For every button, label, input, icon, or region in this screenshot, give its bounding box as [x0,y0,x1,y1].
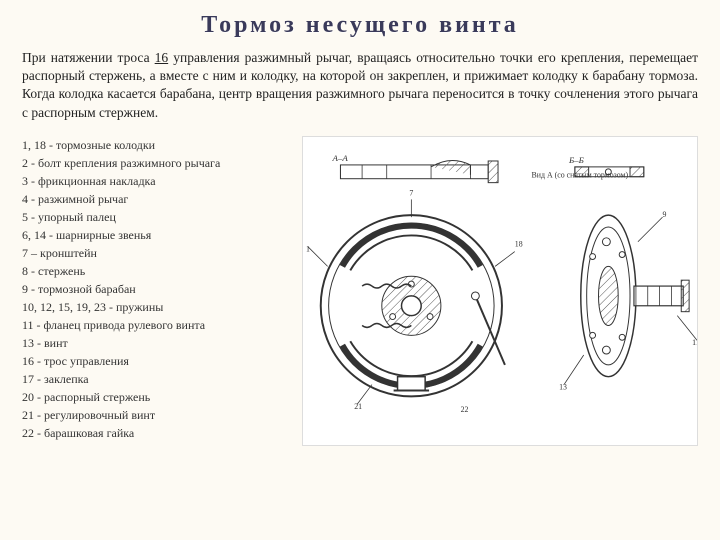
parts-legend: 1, 18 - тормозные колодки 2 - болт крепл… [22,136,292,446]
legend-item: 8 - стержень [22,262,292,280]
legend-item: 7 – кронштейн [22,244,292,262]
content-row: 1, 18 - тормозные колодки 2 - болт крепл… [22,136,698,446]
description-paragraph: При натяжении троса 16 управления разжим… [22,49,698,122]
legend-item: 10, 12, 15, 19, 23 - пружины [22,298,292,316]
svg-text:13: 13 [559,382,567,391]
legend-item: 21 - регулировочный винт [22,406,292,424]
svg-text:А–А: А–А [332,153,349,163]
svg-text:1: 1 [306,244,310,253]
legend-item: 13 - винт [22,334,292,352]
page-title: Тормоз несущего винта [22,12,698,39]
svg-text:11: 11 [692,338,697,347]
legend-item: 3 - фрикционная накладка [22,172,292,190]
legend-item: 17 - заклепка [22,370,292,388]
legend-item: 6, 14 - шарнирные звенья [22,226,292,244]
svg-text:Б–Б: Б–Б [568,155,585,165]
svg-text:7: 7 [409,188,413,197]
technical-diagram: А–А [302,136,698,446]
brake-schematic-svg: А–А [303,137,697,445]
svg-text:21: 21 [354,402,362,411]
legend-item: 2 - болт крепления разжимного рычага [22,154,292,172]
svg-text:Вид А (со снятым тормозом): Вид А (со снятым тормозом) [532,171,629,180]
legend-item: 11 - фланец привода рулевого винта [22,316,292,334]
svg-text:9: 9 [663,210,667,219]
legend-item: 20 - распорный стержень [22,388,292,406]
legend-item: 22 - барашковая гайка [22,424,292,442]
legend-item: 9 - тормозной барабан [22,280,292,298]
para-ref-num: 16 [155,50,169,65]
svg-text:18: 18 [515,240,523,249]
para-pre: При натяжении троса [22,50,155,65]
legend-item: 16 - трос управления [22,352,292,370]
legend-item: 5 - упорный палец [22,208,292,226]
legend-item: 1, 18 - тормозные колодки [22,136,292,154]
legend-item: 4 - разжимной рычаг [22,190,292,208]
svg-text:22: 22 [461,405,469,414]
